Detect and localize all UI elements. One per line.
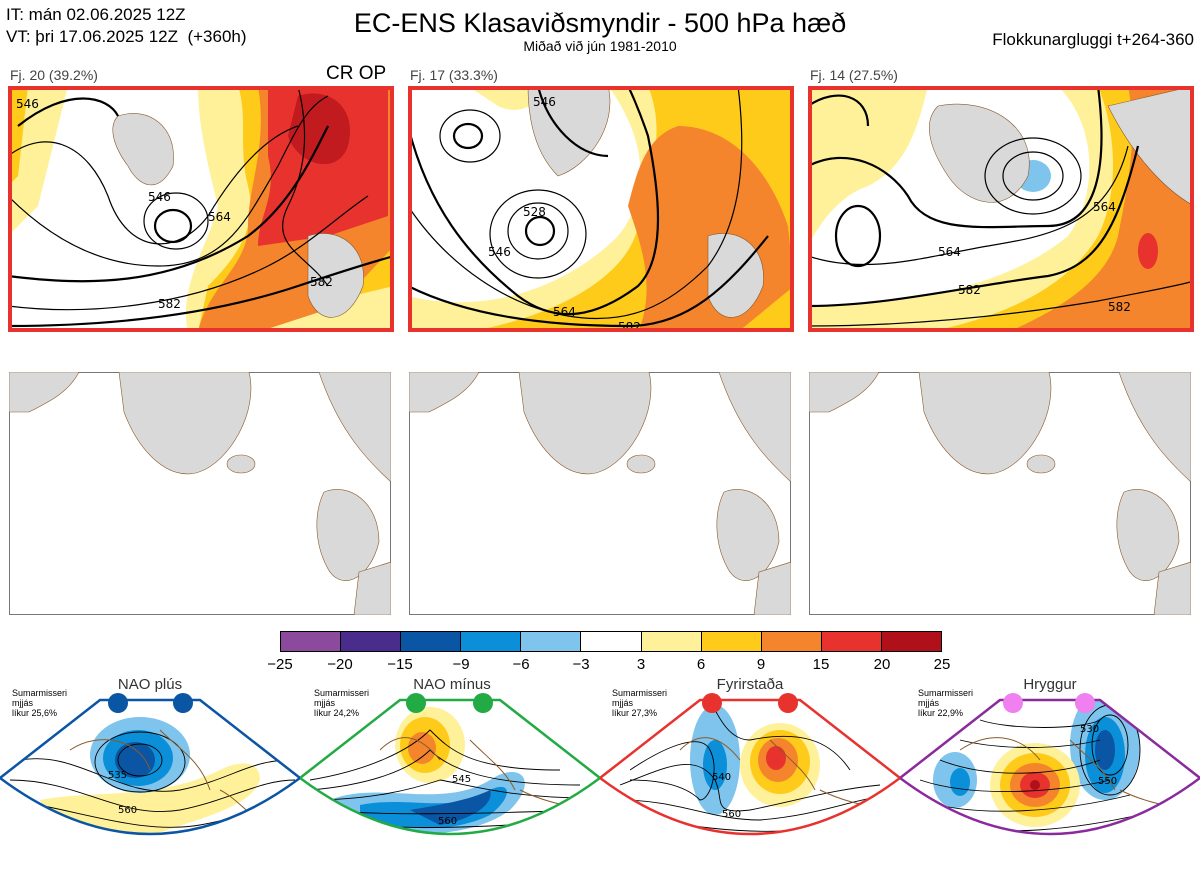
regime-info-line: Sumarmisseri [612, 688, 668, 698]
regime-1-contour-label: 560 [118, 805, 137, 816]
cluster-1-tag: CR OP [326, 63, 387, 84]
cluster-1-contour-label: 564 [208, 210, 231, 224]
base-map-2 [409, 372, 791, 615]
cluster-3-map[interactable]: 564 582 564 582 [808, 86, 1194, 332]
regime-info-line: líkur 27,3% [612, 708, 658, 718]
regime-2-contour-label: 560 [438, 816, 457, 827]
cluster-3-contour-label: 582 [1108, 300, 1131, 314]
classification-window: Flokkunargluggi t+264-360 [992, 30, 1194, 49]
colorbar-swatch [401, 632, 462, 651]
colorbar-swatch [341, 632, 402, 651]
regime-info-line: líkur 22,9% [918, 708, 964, 718]
regime-info-line: Sumarmisseri [12, 688, 68, 698]
cluster-1-contour-label: 546 [16, 97, 39, 111]
cluster-2-contour-label: 546 [488, 245, 511, 259]
regime-4-contour-label: 575 [1092, 838, 1111, 849]
regime-3-marker [778, 693, 798, 713]
initial-time: IT: mán 02.06.2025 12Z [6, 5, 186, 24]
regime-info-line: mjjás [612, 698, 634, 708]
colorbar-tick: −9 [452, 656, 470, 673]
colorbar-swatch [521, 632, 582, 651]
regime-2-map[interactable]: 545 560 575 [300, 690, 600, 871]
base-map-1 [9, 372, 391, 615]
cluster-1-map[interactable]: 546 564 582 546 582 [8, 86, 394, 332]
regime-4-marker [1075, 693, 1095, 713]
regime-info-line: líkur 24,2% [314, 708, 360, 718]
colorbar-tick: −25 [267, 656, 293, 673]
regime-3-contour-label: 540 [712, 772, 731, 783]
colorbar-swatch [281, 632, 342, 651]
regime-3-info: Sumarmisseri mjjás líkur 27,3% [612, 688, 667, 718]
cluster-2-contour-label: 528 [523, 205, 546, 219]
regime-3-name: Fyrirstaða [716, 676, 784, 693]
cluster-2-contour-label: 546 [533, 95, 556, 109]
regime-1-name: NAO plús [117, 676, 183, 693]
run-info: IT: mán 02.06.2025 12Z VT: þri 17.06.202… [6, 4, 247, 48]
regime-info-line: mjjás [918, 698, 940, 708]
regime-2-marker [473, 693, 493, 713]
regime-2-contour-label: 575 [446, 850, 465, 861]
colorbar-tick: −20 [327, 656, 353, 673]
cluster-3-contour-label: 564 [1093, 200, 1116, 214]
cluster-1-label: Fj. 20 (39.2%) [10, 67, 98, 83]
regime-1-info: Sumarmisseri mjjás líkur 25,6% [12, 688, 67, 718]
colorbar [280, 631, 942, 652]
regime-2-info: Sumarmisseri mjjás líkur 24,2% [314, 688, 369, 718]
regime-info-line: mjjás [12, 698, 34, 708]
colorbar-tick: 9 [756, 656, 766, 673]
colorbar-tick: 25 [933, 656, 951, 673]
colorbar-swatch [461, 632, 522, 651]
colorbar-swatch [701, 632, 762, 651]
regime-info-line: líkur 25,6% [12, 708, 58, 718]
regime-2-contour-label: 545 [452, 774, 471, 785]
cluster-2-map[interactable]: 528 546 564 582 546 [408, 86, 794, 332]
base-map-3 [809, 372, 1191, 615]
cluster-2-label: Fj. 17 (33.3%) [410, 67, 498, 83]
cluster-3-label: Fj. 14 (27.5%) [810, 67, 898, 83]
regime-2-marker [406, 693, 426, 713]
regime-info-line: Sumarmisseri [918, 688, 974, 698]
regime-3-map[interactable]: 540 560 575 [600, 690, 900, 871]
regime-1-marker [173, 693, 193, 713]
page-title: EC-ENS Klasaviðsmyndir - 500 hPa hæð [353, 8, 847, 38]
regime-4-contour-label: 550 [1098, 776, 1117, 787]
colorbar-tick: −3 [572, 656, 590, 673]
colorbar-swatch [641, 632, 702, 651]
colorbar-tick: −6 [512, 656, 530, 673]
regime-1-contour-label: 535 [108, 770, 127, 781]
colorbar-swatch [761, 632, 822, 651]
regime-4-marker [1003, 693, 1023, 713]
cluster-1-contour-label: 582 [310, 275, 333, 289]
regime-1-marker [108, 693, 128, 713]
colorbar-tick: 3 [636, 656, 646, 673]
regime-2-name: NAO mínus [413, 676, 491, 693]
regime-3-marker [702, 693, 722, 713]
cluster-1-contour-label: 546 [148, 190, 171, 204]
cluster-3-contour-label: 582 [958, 283, 981, 297]
regime-4-map[interactable]: 530 550 575 [900, 690, 1200, 871]
colorbar-tick: −15 [387, 656, 413, 673]
colorbar-swatch [821, 632, 882, 651]
cluster-1-contour-label: 582 [158, 297, 181, 311]
regime-3-contour-label: 560 [722, 809, 741, 820]
colorbar-tick: 15 [812, 656, 830, 673]
regime-4-info: Sumarmisseri mjjás líkur 22,9% [918, 688, 973, 718]
colorbar-swatch [881, 632, 942, 651]
cluster-3-contour-label: 564 [938, 245, 961, 259]
regime-1-map[interactable]: 535 560 [0, 690, 300, 871]
colorbar-tick: 20 [873, 656, 891, 673]
regime-4-name: Hryggur [1023, 676, 1077, 693]
page-subtitle: Miðað við jún 1981-2010 [523, 38, 677, 54]
colorbar-tick: 6 [696, 656, 706, 673]
colorbar-swatch [581, 632, 642, 651]
cluster-2-contour-label: 564 [553, 305, 576, 319]
regime-info-line: Sumarmisseri [314, 688, 370, 698]
regime-info-line: mjjás [314, 698, 336, 708]
regime-4-contour-label: 530 [1080, 724, 1099, 735]
valid-time: VT: þri 17.06.2025 12Z (+360h) [6, 27, 247, 46]
